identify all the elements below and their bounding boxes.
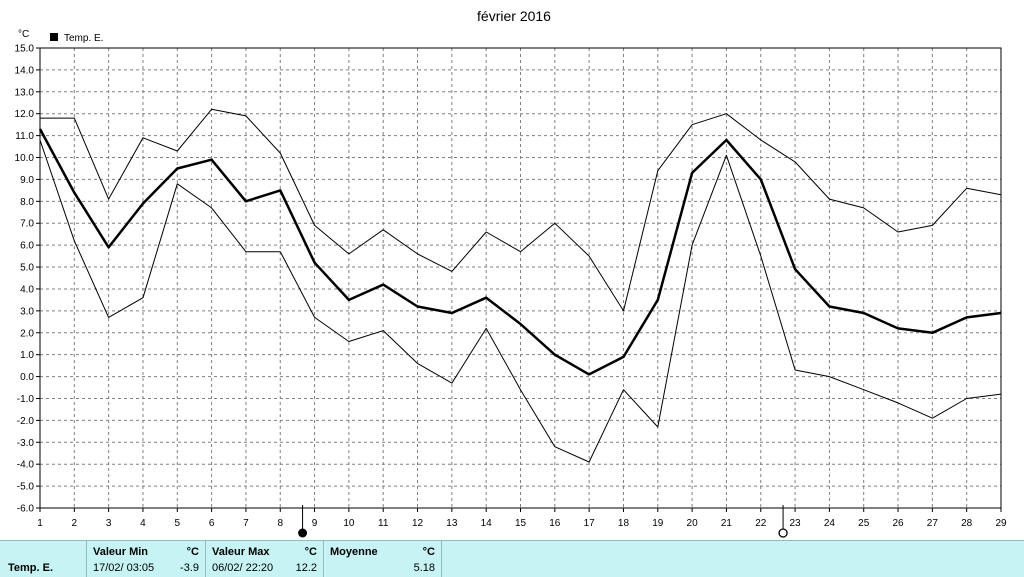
x-tick-label: 9 <box>312 518 318 529</box>
stats-series-cell: Temp. E. <box>0 541 87 577</box>
x-tick-label: 20 <box>687 518 699 529</box>
legend-label: Temp. E. <box>64 33 103 44</box>
y-tick-label: 8.0 <box>20 197 34 208</box>
y-tick-label: -2.0 <box>17 416 35 427</box>
y-tick-label: 9.0 <box>20 175 34 186</box>
x-tick-label: 18 <box>618 518 630 529</box>
min-value: -3.9 <box>180 562 199 574</box>
x-tick-label: 25 <box>858 518 870 529</box>
x-tick-label: 14 <box>481 518 493 529</box>
y-tick-label: 3.0 <box>20 306 34 317</box>
x-tick-label: 7 <box>243 518 249 529</box>
y-tick-label: 10.0 <box>15 153 35 164</box>
x-tick-label: 13 <box>446 518 458 529</box>
y-tick-label: 11.0 <box>15 131 34 142</box>
y-tick-label: -1.0 <box>17 394 35 405</box>
x-tick-label: 22 <box>755 518 767 529</box>
stats-bar: Temp. E. Valeur Min °C 17/02/ 03:05 -3.9… <box>0 540 1024 577</box>
x-tick-label: 29 <box>995 518 1007 529</box>
series-min-line <box>39 139 1002 463</box>
stats-mean-cell: Moyenne °C 5.18 <box>323 541 442 577</box>
x-tick-label: 19 <box>652 518 664 529</box>
mean-header: Moyenne <box>330 546 378 558</box>
y-tick-label: 2.0 <box>20 328 34 339</box>
x-tick-label: 16 <box>549 518 561 529</box>
x-tick-label: 11 <box>378 518 389 529</box>
x-tick-label: 21 <box>721 518 733 529</box>
y-tick-label: 13.0 <box>15 87 35 98</box>
mean-unit: °C <box>422 546 435 558</box>
stats-min-cell: Valeur Min °C 17/02/ 03:05 -3.9 <box>86 541 206 577</box>
y-tick-label: -5.0 <box>17 482 35 493</box>
series-mean-line <box>38 128 1002 376</box>
y-tick-label: 5.0 <box>20 263 34 274</box>
x-tick-label: 24 <box>824 518 836 529</box>
y-tick-label: 0.0 <box>20 372 34 383</box>
series-max-line <box>40 108 1002 312</box>
x-tick-label: 1 <box>37 518 43 529</box>
y-tick-label: -6.0 <box>17 504 35 515</box>
x-tick-label: 17 <box>584 518 596 529</box>
new-moon-marker <box>298 528 308 538</box>
plot-frame <box>39 47 1002 509</box>
min-header: Valeur Min <box>93 546 149 558</box>
x-tick-label: 8 <box>277 518 283 529</box>
temperature-chart: février 2016 °C Temp. E. 15.014.013.012.… <box>15 8 1007 538</box>
stats-series-label: Temp. E. <box>8 562 54 574</box>
y-tick-label: -3.0 <box>17 438 35 449</box>
y-tick-label: 15.0 <box>15 44 35 55</box>
stats-max-cell: Valeur Max °C 06/02/ 22:20 12.2 <box>205 541 324 577</box>
full-moon-marker <box>778 528 788 538</box>
max-date: 06/02/ 22:20 <box>212 562 274 574</box>
x-tick-label: 12 <box>412 518 424 529</box>
x-tick-label: 28 <box>961 518 973 529</box>
x-tick-label: 6 <box>209 518 215 529</box>
max-unit: °C <box>304 546 317 558</box>
x-tick-label: 15 <box>515 518 527 529</box>
y-tick-label: 7.0 <box>20 219 34 230</box>
chart-title: février 2016 <box>477 8 551 24</box>
legend-swatch <box>50 33 58 41</box>
min-unit: °C <box>186 546 199 558</box>
y-tick-label: 12.0 <box>15 109 35 120</box>
x-tick-label: 27 <box>927 518 939 529</box>
max-value: 12.2 <box>295 562 317 574</box>
x-tick-label: 2 <box>72 518 78 529</box>
plot-area: 15.014.013.012.011.010.09.08.07.06.05.04… <box>15 44 1007 538</box>
min-date: 17/02/ 03:05 <box>93 562 155 574</box>
x-tick-label: 10 <box>343 518 355 529</box>
x-tick-label: 23 <box>790 518 802 529</box>
mean-value: 5.18 <box>413 562 435 574</box>
x-tick-label: 5 <box>175 518 181 529</box>
y-tick-label: 14.0 <box>15 65 35 76</box>
x-tick-label: 4 <box>140 518 146 529</box>
y-tick-label: -4.0 <box>17 460 35 471</box>
x-tick-label: 26 <box>892 518 904 529</box>
y-axis-unit: °C <box>18 29 29 40</box>
max-header: Valeur Max <box>212 546 270 558</box>
y-tick-label: 6.0 <box>20 241 34 252</box>
y-tick-label: 1.0 <box>20 350 34 361</box>
x-tick-label: 3 <box>106 518 112 529</box>
y-tick-label: 4.0 <box>20 284 34 295</box>
